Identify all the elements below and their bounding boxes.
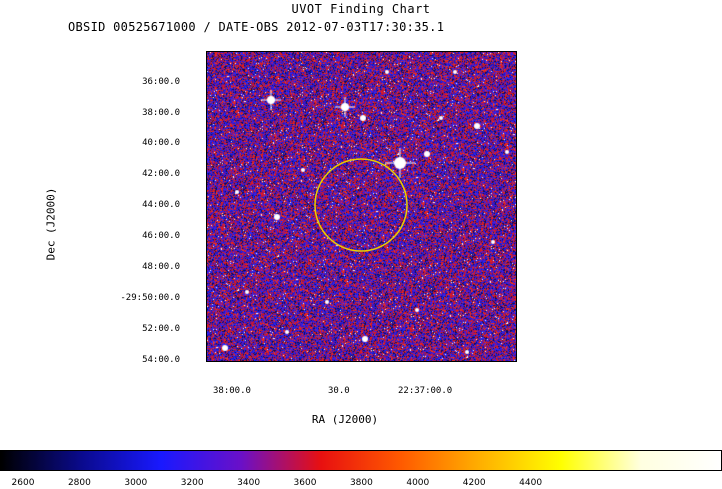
colorbar-tick-label: 4200 bbox=[462, 478, 486, 488]
colorbar-tick-label: 3000 bbox=[124, 478, 148, 488]
colorbar-tick-label: 4000 bbox=[406, 478, 430, 488]
target-circle bbox=[314, 158, 408, 252]
finding-chart-image[interactable] bbox=[206, 51, 517, 362]
colorbar-tick-label: 3600 bbox=[293, 478, 317, 488]
ra-tick-label: 30.0 bbox=[328, 386, 350, 396]
chart-title: UVOT Finding Chart bbox=[291, 2, 431, 16]
dec-tick-label: 46:00.0 bbox=[142, 231, 180, 241]
colorbar-tick-label: 3800 bbox=[349, 478, 373, 488]
observation-subtitle: OBSID 00525671000 / DATE-OBS 2012-07-03T… bbox=[68, 20, 445, 34]
sky-image-canvas bbox=[207, 52, 516, 361]
ra-tick-label: 22:37:00.0 bbox=[398, 386, 453, 396]
ra-tick-label: 38:00.0 bbox=[213, 386, 251, 396]
dec-tick-label: 40:00.0 bbox=[142, 138, 180, 148]
dec-tick-label: -29:50:00.0 bbox=[120, 293, 180, 303]
dec-axis-label: Dec (J2000) bbox=[44, 187, 58, 261]
colorbar bbox=[0, 450, 722, 471]
dec-tick-label: 42:00.0 bbox=[142, 169, 180, 179]
colorbar-tick-label: 3200 bbox=[180, 478, 204, 488]
dec-tick-label: 54:00.0 bbox=[142, 355, 180, 365]
colorbar-tick-label: 2800 bbox=[67, 478, 91, 488]
colorbar-tick-label: 3400 bbox=[237, 478, 261, 488]
ra-axis-label: RA (J2000) bbox=[311, 413, 379, 426]
dec-tick-label: 52:00.0 bbox=[142, 324, 180, 334]
target-overlay bbox=[314, 158, 408, 252]
dec-tick-label: 38:00.0 bbox=[142, 108, 180, 118]
colorbar-tick-label: 2600 bbox=[11, 478, 35, 488]
dec-tick-label: 36:00.0 bbox=[142, 77, 180, 87]
colorbar-tick-label: 4400 bbox=[519, 478, 543, 488]
dec-tick-label: 44:00.0 bbox=[142, 200, 180, 210]
dec-tick-label: 48:00.0 bbox=[142, 262, 180, 272]
